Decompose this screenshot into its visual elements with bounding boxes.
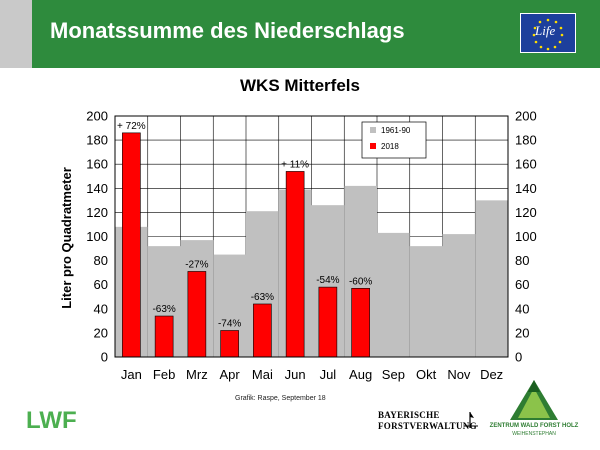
y-tick-label-left: 140 bbox=[86, 181, 108, 196]
mountain-icon bbox=[510, 380, 558, 420]
tree-icon bbox=[464, 412, 478, 428]
y-tick-label-left: 160 bbox=[86, 157, 108, 172]
zentrum-wald-forst-holz-logo: ZENTRUM WALD FORST HOLZ WEIHENSTEPHAN bbox=[484, 378, 584, 444]
y-tick-label-right: 160 bbox=[515, 157, 537, 172]
legend-label: 2018 bbox=[381, 142, 399, 151]
bar-2018 bbox=[154, 315, 174, 358]
x-tick-label: Jun bbox=[285, 367, 306, 382]
bar-2018 bbox=[220, 330, 239, 358]
x-tick-label: Dez bbox=[480, 367, 503, 382]
legend-label: 1961-90 bbox=[381, 126, 411, 135]
data-label: -74% bbox=[218, 318, 241, 329]
y-tick-label-left: 100 bbox=[86, 229, 108, 244]
y-tick-label-right: 120 bbox=[515, 205, 537, 220]
data-label: -63% bbox=[251, 292, 274, 303]
zentrum-logo-line1: ZENTRUM WALD FORST HOLZ bbox=[489, 423, 579, 429]
bayern-logo-line1: BAYERISCHE bbox=[378, 410, 440, 420]
x-tick-label: Jul bbox=[320, 367, 337, 382]
x-tick-label: Mai bbox=[252, 367, 273, 382]
x-tick-label: Mrz bbox=[186, 367, 208, 382]
y-tick-label-left: 0 bbox=[101, 350, 108, 365]
legend-swatch bbox=[370, 127, 376, 133]
plot-border bbox=[114, 115, 509, 358]
x-tick-label: Jan bbox=[121, 367, 142, 382]
y-tick-label-left: 200 bbox=[86, 109, 108, 124]
y-tick-label-right: 180 bbox=[515, 133, 537, 148]
y-tick-label-right: 140 bbox=[515, 181, 537, 196]
data-label: -54% bbox=[316, 275, 339, 286]
y-tick-label-right: 20 bbox=[515, 325, 529, 340]
y-tick-label-right: 60 bbox=[515, 277, 529, 292]
y-tick-label-right: 80 bbox=[515, 253, 529, 268]
bar-2018 bbox=[285, 171, 305, 358]
data-label: + 72% bbox=[117, 121, 146, 132]
eu-life-text: Life bbox=[535, 23, 556, 38]
bayerische-forstverwaltung-logo: BAYERISCHE FORSTVERWALTUNG bbox=[378, 410, 478, 440]
eu-stars-icon bbox=[532, 18, 564, 51]
zentrum-logo-line2: WEIHENSTEPHAN bbox=[512, 431, 556, 437]
chart-ticks: 0 0 20 20 40 40 60 60 80 80 100 100 120 120 140 140 160 1… bbox=[86, 109, 536, 383]
bar-1961-90 bbox=[409, 246, 443, 357]
bar-1961-90 bbox=[377, 232, 410, 357]
bar-2018 bbox=[351, 288, 370, 358]
plot-frame bbox=[114, 115, 509, 358]
chart-title: WKS Mitterfels bbox=[240, 76, 360, 95]
data-label: -60% bbox=[349, 276, 372, 287]
y-tick-label-left: 60 bbox=[94, 277, 108, 292]
data-label: -63% bbox=[152, 304, 175, 315]
bar-2018 bbox=[122, 132, 141, 358]
data-label: + 11% bbox=[281, 159, 309, 170]
x-tick-label: Sep bbox=[382, 367, 405, 382]
y-axis-label: Liter pro Quadratmeter bbox=[59, 167, 74, 309]
y-tick-label-left: 40 bbox=[94, 301, 108, 316]
eu-life-logo: Life bbox=[520, 13, 576, 53]
bar-2018 bbox=[187, 271, 207, 358]
bar-1961-90 bbox=[442, 234, 476, 357]
y-tick-label-left: 80 bbox=[94, 253, 108, 268]
chart-labels: + 72% -63% -27% -74% -63% + 11% -54% -60% bbox=[117, 121, 372, 330]
y-tick-label-right: 100 bbox=[515, 229, 537, 244]
slide-title: Monatssumme des Niederschlags bbox=[50, 18, 405, 43]
y-tick-label-right: 0 bbox=[515, 350, 522, 365]
x-tick-label: Okt bbox=[416, 367, 437, 382]
chart-bars bbox=[115, 132, 508, 358]
x-tick-label: Nov bbox=[447, 367, 471, 382]
y-tick-label-left: 180 bbox=[86, 133, 108, 148]
chart-legend: 1961-90 2018 bbox=[361, 121, 427, 159]
bar-2018 bbox=[253, 303, 272, 358]
y-tick-label-right: 40 bbox=[515, 301, 529, 316]
lwf-logo-graphic: LWF bbox=[26, 407, 77, 434]
lwf-logo: LWF bbox=[24, 404, 80, 434]
x-tick-label: Apr bbox=[220, 367, 241, 382]
x-tick-label: Aug bbox=[349, 367, 372, 382]
lwf-logo-text: LWF bbox=[26, 407, 77, 432]
x-tick-label: Feb bbox=[153, 367, 175, 382]
chart-credit: Grafik: Raspe, September 18 bbox=[235, 395, 326, 402]
data-label: -27% bbox=[185, 259, 208, 270]
legend-swatch bbox=[370, 143, 376, 149]
bar-1961-90 bbox=[475, 200, 508, 357]
slide-header: Monatssumme des Niederschlags Life bbox=[0, 0, 600, 68]
header-bar bbox=[32, 0, 600, 68]
y-tick-label-right: 200 bbox=[515, 109, 537, 124]
bayern-logo-line2: FORSTVERWALTUNG bbox=[378, 421, 477, 431]
header-accent bbox=[0, 0, 32, 68]
bar-2018 bbox=[318, 286, 338, 358]
y-tick-label-left: 120 bbox=[86, 205, 108, 220]
y-tick-label-left: 20 bbox=[94, 325, 108, 340]
